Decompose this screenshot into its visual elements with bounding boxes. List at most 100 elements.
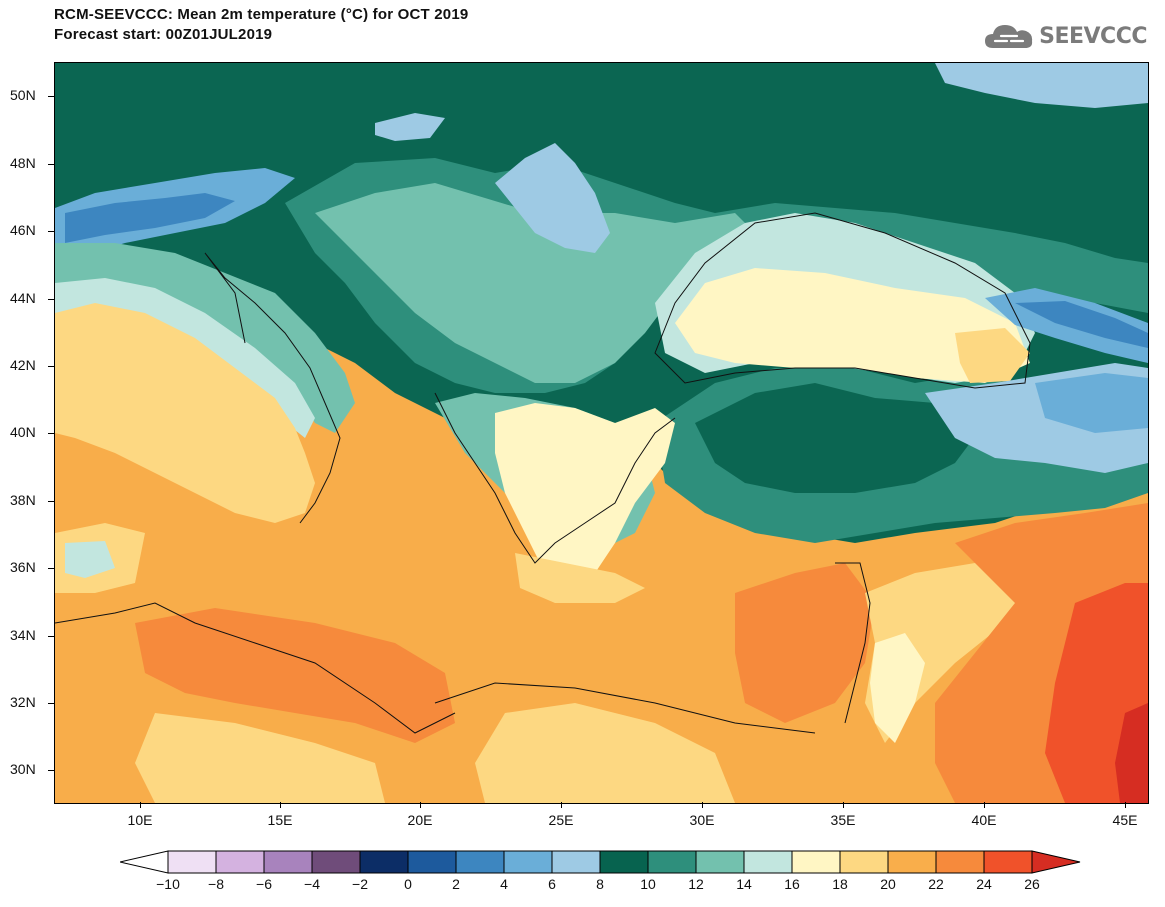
lat-tick: [48, 231, 54, 232]
jordan-light-field: [870, 633, 925, 743]
colorbar-label: −8: [208, 876, 224, 892]
lon-tick: [1125, 802, 1126, 808]
coastline-black-sea: [654, 212, 1031, 389]
lat-label-40n: 40N: [10, 424, 36, 440]
black-sea-east-field: [955, 328, 1030, 383]
lon-label-30e: 30E: [689, 812, 715, 828]
lat-label-34n: 34N: [10, 627, 36, 643]
anatolia-dark-field: [695, 383, 985, 493]
colorbar-label: 2: [452, 876, 460, 892]
lat-tick: [48, 501, 54, 502]
colorbar-swatch: [599, 850, 649, 874]
colorbar-label: 8: [596, 876, 604, 892]
lon-tick: [280, 802, 281, 808]
lat-tick: [48, 703, 54, 704]
lon-tick: [561, 802, 562, 808]
lat-label-50n: 50N: [10, 87, 36, 103]
lon-label-10e: 10E: [127, 812, 153, 828]
colorbar-swatch: [647, 850, 697, 874]
colorbar-label: 26: [1024, 876, 1040, 892]
colorbar-label: 24: [976, 876, 992, 892]
colorbar-label: 12: [688, 876, 704, 892]
colorbar-swatch: [983, 850, 1033, 874]
colorbar-arrow-low: [120, 850, 169, 874]
colorbar-label: 14: [736, 876, 752, 892]
temperature-colorbar: [120, 850, 1081, 874]
lat-label-38n: 38N: [10, 492, 36, 508]
colorbar-label: −4: [304, 876, 320, 892]
colorbar-label: 4: [500, 876, 508, 892]
lat-label-42n: 42N: [10, 357, 36, 373]
egypt-hot-field: [735, 563, 875, 723]
colorbar-swatch: [359, 850, 409, 874]
east-turkey-deep-field: [1035, 373, 1148, 433]
egypt-warm-field: [475, 703, 735, 803]
lat-label-44n: 44N: [10, 290, 36, 306]
coastline-italy: [204, 252, 341, 524]
lat-tick: [48, 96, 54, 97]
colorbar-label: 18: [832, 876, 848, 892]
map-canvas: [55, 63, 1148, 803]
lat-tick: [48, 770, 54, 771]
colorbar-label: 6: [548, 876, 556, 892]
colorbar-swatch: [887, 850, 937, 874]
temperature-map: [54, 62, 1149, 804]
italy-warm-field: [55, 303, 315, 523]
tatra-cold-field: [375, 113, 445, 141]
lon-tick: [420, 802, 421, 808]
lon-tick: [843, 802, 844, 808]
colorbar-swatch: [407, 850, 457, 874]
lon-label-25e: 25E: [548, 812, 574, 828]
alps-deep-field: [65, 193, 235, 243]
lon-tick: [702, 802, 703, 808]
lat-tick: [48, 366, 54, 367]
lon-label-35e: 35E: [830, 812, 856, 828]
tunisia-light-field: [65, 541, 115, 578]
lat-label-46n: 46N: [10, 222, 36, 238]
colorbar-swatch: [215, 850, 265, 874]
carpathians-cold-field: [495, 143, 610, 253]
colorbar-label: −10: [156, 876, 180, 892]
colorbar-swatch: [455, 850, 505, 874]
colorbar-swatch: [551, 850, 601, 874]
light-teal-field: [315, 183, 755, 383]
lon-label-45e: 45E: [1112, 812, 1138, 828]
lon-label-15e: 15E: [267, 812, 293, 828]
colorbar-label: 20: [880, 876, 896, 892]
colorbar-swatch: [503, 850, 553, 874]
logo-text: SEEVCCC: [1039, 23, 1147, 49]
colorbar-label: 10: [640, 876, 656, 892]
caucasus-deep-field: [1015, 301, 1148, 348]
arabia-hottest-field: [1115, 703, 1148, 803]
colorbar-label: −2: [352, 876, 368, 892]
aegean-warm-field: [495, 403, 675, 583]
colorbar-swatch: [935, 850, 985, 874]
lat-tick: [48, 568, 54, 569]
lat-label-30n: 30N: [10, 761, 36, 777]
lat-tick: [48, 433, 54, 434]
lat-tick: [48, 636, 54, 637]
crete-warm-field: [515, 553, 645, 603]
colorbar-swatch: [839, 850, 889, 874]
lon-tick: [140, 802, 141, 808]
lon-tick: [984, 802, 985, 808]
map-title: RCM-SEEVCCC: Mean 2m temperature (°C) fo…: [54, 6, 469, 23]
lat-label-36n: 36N: [10, 559, 36, 575]
colorbar-swatch: [263, 850, 313, 874]
coastline-north-africa: [55, 602, 456, 734]
libya-hot-field: [135, 608, 455, 743]
coastline-greece: [434, 392, 676, 564]
colorbar-swatch: [695, 850, 745, 874]
sahara-warm-field: [135, 713, 385, 803]
cloud-icon: [985, 25, 1033, 48]
colorbar-label: 0: [404, 876, 412, 892]
coastline-levant: [434, 562, 871, 734]
colorbar-arrow-high: [1031, 850, 1081, 874]
colorbar-label: 22: [928, 876, 944, 892]
northeast-cold-field: [935, 63, 1148, 108]
seevccc-logo: SEEVCCC: [983, 22, 1147, 50]
colorbar-swatch: [743, 850, 793, 874]
colorbar-swatch: [791, 850, 841, 874]
forecast-start-label: Forecast start: 00Z01JUL2019: [54, 26, 273, 43]
black-sea-warm-field: [675, 268, 1030, 383]
